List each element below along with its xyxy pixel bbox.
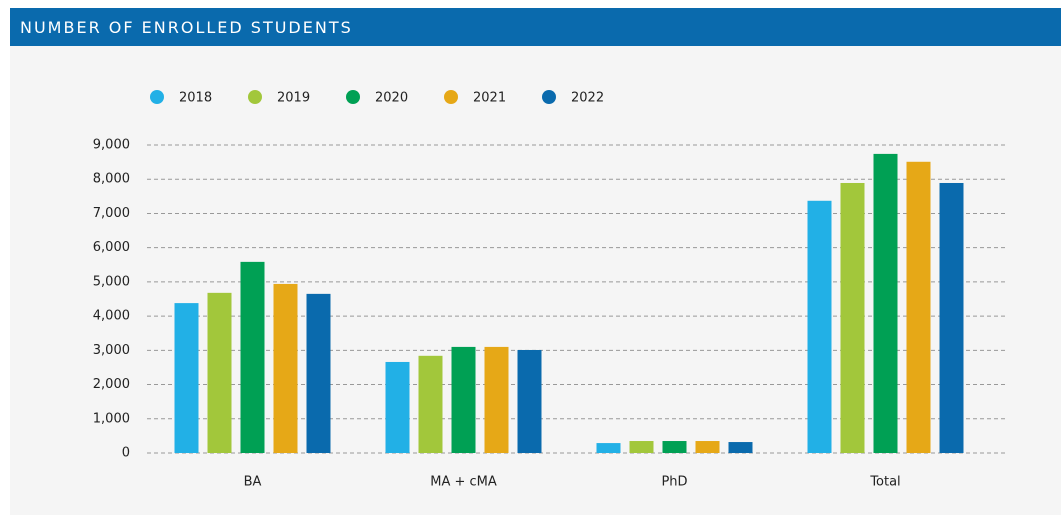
- bar: [596, 443, 621, 453]
- legend-swatch: [444, 90, 458, 104]
- legend-label: 2019: [277, 91, 310, 106]
- bar: [517, 349, 542, 453]
- bar: [451, 346, 476, 453]
- legend-swatch: [346, 90, 360, 104]
- y-tick-label: 5,000: [93, 274, 130, 289]
- bar: [873, 153, 898, 454]
- x-tick-label: PhD: [661, 475, 687, 490]
- legend-label: 2018: [179, 91, 212, 106]
- legend-label: 2022: [571, 91, 604, 106]
- legend-swatch: [150, 90, 164, 104]
- legend-label: 2020: [375, 91, 408, 106]
- y-tick-label: 8,000: [93, 172, 130, 187]
- x-tick-label: BA: [244, 475, 262, 490]
- y-tick-label: 1,000: [93, 411, 130, 426]
- bar: [840, 182, 865, 453]
- bar: [728, 442, 753, 453]
- bar: [906, 161, 931, 453]
- header: NUMBER OF ENROLLED STUDENTS: [10, 8, 1061, 46]
- bar: [484, 346, 509, 453]
- bar: [629, 441, 654, 453]
- legend-swatch: [542, 90, 556, 104]
- y-tick-label: 7,000: [93, 206, 130, 221]
- bar: [807, 200, 832, 453]
- bar: [695, 441, 720, 453]
- bar: [207, 292, 232, 453]
- bar: [939, 182, 964, 453]
- bar: [174, 303, 199, 453]
- x-tick-label: Total: [869, 475, 900, 490]
- bar: [662, 441, 687, 453]
- y-tick-label: 4,000: [93, 309, 130, 324]
- y-tick-label: 9,000: [93, 138, 130, 153]
- y-tick-label: 2,000: [93, 377, 130, 392]
- bar: [273, 283, 298, 453]
- bar: [306, 293, 331, 453]
- y-tick-label: 0: [122, 446, 130, 461]
- bar: [385, 361, 410, 453]
- y-tick-label: 3,000: [93, 343, 130, 358]
- legend-swatch: [248, 90, 262, 104]
- x-tick-label: MA + cMA: [430, 475, 497, 490]
- bar: [240, 261, 265, 453]
- bar: [418, 355, 443, 453]
- legend-label: 2021: [473, 91, 506, 106]
- y-tick-label: 6,000: [93, 240, 130, 255]
